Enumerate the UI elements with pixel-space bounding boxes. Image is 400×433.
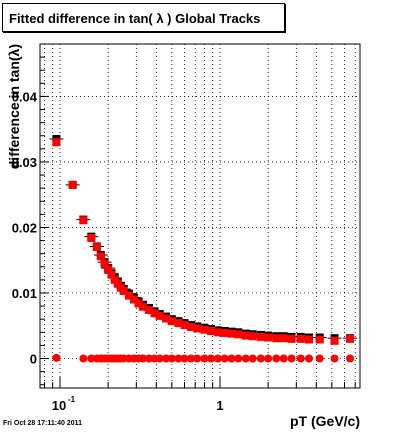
data-point-square (304, 335, 313, 344)
data-point-circle (241, 354, 250, 363)
data-point-square (167, 317, 176, 326)
data-point-circle (346, 354, 355, 363)
data-point-square (227, 329, 236, 338)
data-point-circle (256, 354, 265, 363)
data-point-square (180, 321, 189, 330)
data-point-square (129, 295, 138, 304)
y-tick-label: 0.03 (12, 155, 37, 170)
data-point-square (96, 252, 105, 261)
data-point-square (138, 302, 147, 311)
y-tick-label: 0 (30, 352, 37, 367)
data-point-square (52, 138, 61, 147)
data-point-square (68, 180, 77, 189)
data-point-circle (207, 354, 216, 363)
data-point-square (272, 334, 281, 343)
data-point-circle (138, 354, 147, 363)
data-point-circle (87, 354, 96, 363)
data-point-square (155, 311, 164, 320)
data-point-circle (287, 354, 296, 363)
data-point-circle (234, 354, 243, 363)
data-point-circle (315, 354, 324, 363)
data-point-square (107, 270, 116, 279)
data-point-circle (220, 354, 229, 363)
data-point-square (162, 314, 171, 323)
x-tick-label: 10 (52, 398, 66, 413)
data-point-circle (174, 354, 183, 363)
data-point-square (213, 328, 222, 337)
y-tick-label: 0.01 (12, 286, 37, 301)
data-point-square (100, 259, 109, 268)
data-point-square (279, 334, 288, 343)
y-axis-title: difference in tan(λ) (6, 44, 22, 169)
data-point-circle (272, 354, 281, 363)
data-point-circle (304, 354, 313, 363)
y-tick-label: 0.02 (12, 220, 37, 235)
data-point-square (174, 319, 183, 328)
data-point-square (87, 233, 96, 242)
data-point-square (119, 287, 128, 296)
data-point-square (264, 333, 273, 342)
data-point-square (144, 306, 153, 315)
footer-timestamp: Fri Oct 28 17:11:40 2011 (3, 420, 82, 427)
data-point-square (104, 265, 113, 274)
data-point-square (134, 299, 143, 308)
y-tick-label: 0.04 (12, 89, 38, 104)
plot-frame (39, 43, 361, 389)
data-point-circle (279, 354, 288, 363)
data-point-square (193, 324, 202, 333)
x-tick-label-exponent: -1 (68, 395, 76, 404)
data-point-circle (200, 354, 209, 363)
data-point-square (150, 309, 159, 318)
x-tick-label: 1 (216, 398, 223, 413)
data-point-circle (180, 354, 189, 363)
data-point-circle (162, 354, 171, 363)
data-point-circle (193, 354, 202, 363)
data-point-square (330, 336, 339, 345)
data-point-circle (213, 354, 222, 363)
data-point-square (125, 291, 134, 300)
data-point-circle (167, 354, 176, 363)
data-point-square (92, 243, 101, 252)
x-axis-title: pT (GeV/c) (290, 413, 360, 429)
data-point-circle (155, 354, 164, 363)
data-point-square (241, 331, 250, 340)
data-point-square (256, 332, 265, 341)
data-point-circle (248, 354, 257, 363)
data-point-circle (79, 354, 88, 363)
data-point-circle (330, 354, 339, 363)
data-point-circle (52, 353, 61, 362)
data-point-square (248, 332, 257, 341)
data-point-square (296, 334, 305, 343)
data-point-square (187, 323, 196, 332)
data-point-square (200, 325, 209, 334)
data-point-square (346, 334, 355, 343)
data-point-square (207, 326, 216, 335)
data-point-square (315, 335, 324, 344)
title-box: Fitted difference in tan( λ ) Global Tra… (2, 3, 285, 32)
data-point-square (234, 330, 243, 339)
data-point-circle (144, 354, 153, 363)
chart-title: Fitted difference in tan( λ ) Global Tra… (9, 11, 261, 26)
data-point-square (287, 334, 296, 343)
data-point-circle (227, 354, 236, 363)
data-point-square (220, 328, 229, 337)
data-point-circle (264, 354, 273, 363)
data-point-square (79, 216, 88, 225)
data-point-circle (187, 354, 196, 363)
data-point-circle (296, 354, 305, 363)
